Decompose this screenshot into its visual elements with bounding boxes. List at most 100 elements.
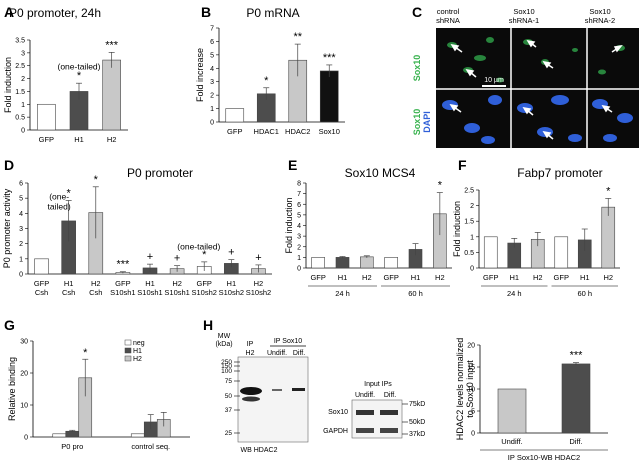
y-axis-label: HDAC2 levels normalized — [455, 338, 465, 441]
panel-letter-e: E — [288, 157, 297, 173]
category-label: H1 — [580, 273, 590, 282]
chart-title: P0 promoter — [127, 166, 193, 180]
annotation: tailed) — [48, 202, 71, 212]
significance-marker: * — [94, 174, 99, 186]
group-label: 60 h — [577, 289, 592, 298]
y-tick-label: 10 — [20, 403, 28, 410]
y-tick-label: 0 — [19, 272, 23, 279]
y-tick-label: 0 — [24, 435, 28, 442]
bar — [360, 256, 374, 269]
bar — [483, 236, 498, 269]
bar — [102, 59, 121, 131]
category-label: GFP — [310, 273, 325, 282]
y-tick-label: 4 — [19, 211, 23, 218]
significance-marker: *** — [105, 39, 119, 51]
input-ips-title: Input IPs — [364, 381, 392, 388]
ip-label: IP — [247, 341, 254, 348]
category-label: H2 — [362, 273, 372, 282]
lane-label-diff: Diff. — [293, 350, 305, 357]
y-tick-label: 2 — [210, 93, 214, 100]
y-tick-label: 5 — [210, 52, 214, 59]
significance-marker: * — [606, 185, 611, 197]
category-label: Sox10 — [319, 127, 340, 136]
panel-letter-b: B — [201, 4, 211, 20]
mw-label: 25 — [225, 430, 233, 437]
y-tick-label: 0.5 — [464, 250, 474, 257]
y-axis-label: Fold induction — [452, 201, 462, 257]
column-label-control-line1: control — [437, 7, 460, 16]
ip-sox10-label: IP Sox10 — [274, 338, 302, 345]
y-tick-label: 0 — [471, 431, 475, 438]
significance-marker: *** — [570, 350, 584, 362]
category-label: H1 — [411, 273, 421, 282]
bar — [37, 103, 56, 131]
row-label-dapi: DAPI — [422, 111, 432, 133]
row-label-gapdh: GAPDH — [323, 428, 348, 435]
category-label: GFP — [34, 279, 49, 288]
panel-letter-f: F — [458, 157, 467, 173]
y-tick-label: 2 — [470, 203, 474, 210]
category-label: H1 — [64, 279, 74, 288]
category-label: GFP — [554, 273, 569, 282]
y-tick-label: 1 — [470, 234, 474, 241]
y-axis-label: Fold increase — [195, 48, 205, 102]
lane-label-undiff: Undiff. — [267, 350, 287, 357]
y-tick-label: 7 — [297, 191, 301, 198]
chart-a: P0 promoter, 24h Fold induction 0 0.5 1 1.5 2 2… — [3, 6, 128, 144]
category-label: Undiff. — [501, 437, 523, 446]
bar — [225, 108, 245, 123]
significance-marker: ** — [293, 31, 302, 43]
y-tick-label: 10 — [467, 387, 475, 394]
input-marker-37: 37kD — [409, 431, 425, 438]
significance-marker: *** — [323, 52, 337, 64]
category-label: S10sh2 — [192, 288, 217, 297]
mw-label: 100 — [221, 368, 232, 375]
y-tick-label: 20 — [20, 371, 28, 378]
y-tick-label: 3 — [210, 79, 214, 86]
chart-e: Sox10 MCS4 Fold induction 0 1 2 3 4 5 6 7 8 GFP H1 H2… — [284, 166, 452, 298]
chart-b: P0 mRNA Fold increase 0 1 2 3 4 5 6 7 GFP HDAC1 * HDA… — [195, 6, 345, 136]
y-tick-label: 1 — [19, 256, 23, 263]
gapdh-band-diff — [380, 428, 398, 433]
category-label: H2 — [603, 273, 613, 282]
input-marker-50: 50kD — [409, 419, 425, 426]
mw-label: 50 — [225, 393, 233, 400]
y-tick-label: 1.5 — [15, 89, 25, 96]
mw-label: 75 — [225, 378, 233, 385]
category-label: H1 — [227, 279, 237, 288]
annotation: (one-tailed) — [177, 242, 220, 252]
mw-label: 250 — [221, 359, 232, 366]
mw-header-line1: MW — [218, 333, 231, 340]
y-tick-label: 4 — [210, 66, 214, 73]
y-tick-label: 5 — [297, 212, 301, 219]
chart-h: HDAC2 levels normalized to Sox10 input 0 5 1… — [455, 338, 608, 462]
y-tick-label: 3.5 — [15, 38, 25, 45]
annotation: (one-tailed) — [58, 62, 101, 72]
group-label: 24 h — [335, 289, 350, 298]
significance-marker: + — [174, 253, 180, 265]
y-tick-label: 2 — [21, 76, 25, 83]
hdac2-band-diff — [292, 388, 305, 391]
column-label-sh1-line2: shRNA-1 — [509, 16, 539, 25]
group-label: 60 h — [408, 289, 423, 298]
column-label-sh2-line1: Sox10 — [589, 7, 610, 16]
category-label: H2 — [254, 279, 264, 288]
category-label: GFP — [383, 273, 398, 282]
legend-label: H2 — [133, 356, 142, 363]
y-tick-label: 3 — [297, 234, 301, 241]
y-tick-label: 2 — [297, 244, 301, 251]
bar — [561, 363, 591, 434]
hdac2-band-undiff — [272, 389, 282, 391]
bar — [130, 433, 145, 438]
y-tick-label: 3 — [19, 226, 23, 233]
y-axis-label: P0 promoter activity — [2, 188, 12, 268]
significance-marker: * — [264, 75, 269, 87]
y-tick-label: 1 — [21, 102, 25, 109]
category-label: H2 — [91, 279, 101, 288]
bar — [335, 257, 350, 269]
significance-marker: *** — [116, 259, 130, 271]
row-label-sox10-merge: Sox10 — [412, 109, 422, 136]
panel-letter-c: C — [412, 4, 422, 20]
category-label: H1 — [338, 273, 348, 282]
legend-label: H1 — [133, 348, 142, 355]
